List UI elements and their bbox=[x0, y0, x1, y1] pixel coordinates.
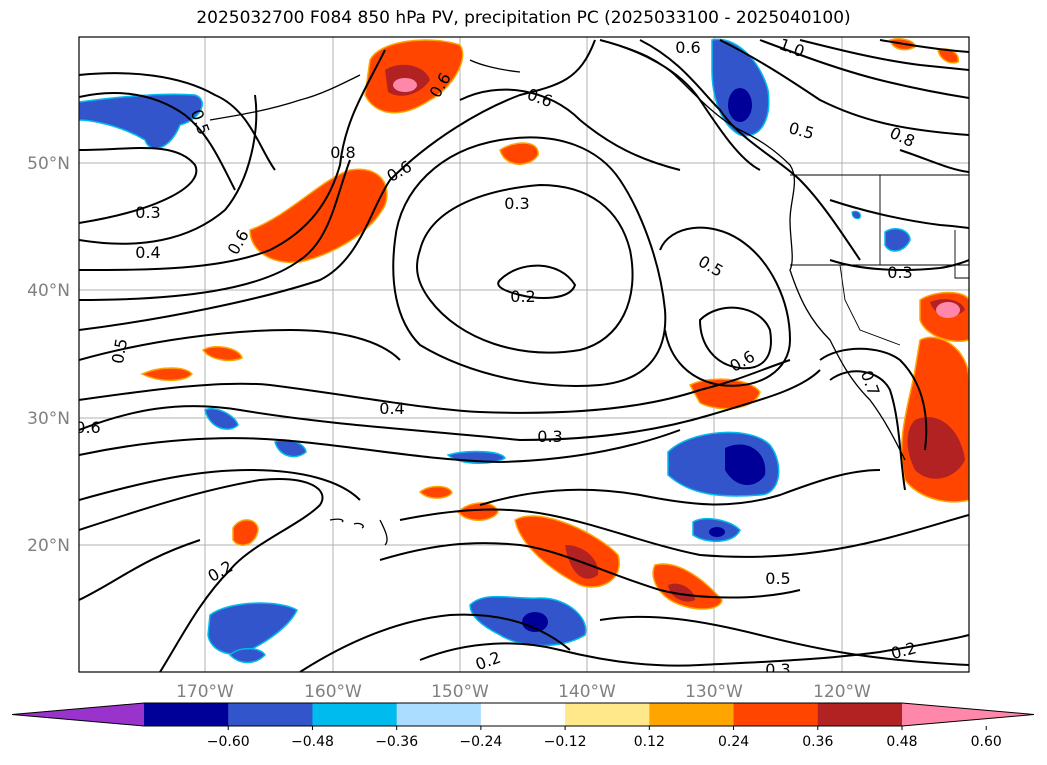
pv-contours bbox=[79, 39, 969, 672]
colorbar-segment bbox=[817, 703, 903, 726]
contour-label: 0.3 bbox=[887, 263, 912, 282]
contour-label: 0.8 bbox=[330, 143, 355, 162]
colorbar-segment bbox=[649, 703, 735, 726]
contour-label: 0.5 bbox=[108, 337, 131, 365]
map-frame bbox=[78, 36, 970, 673]
contour-label: 0.6 bbox=[675, 38, 700, 57]
colorbar-tick-label: 0.60 bbox=[971, 734, 1002, 750]
colorbar: −0.60 −0.48 −0.36 −0.24 −0.12 0.12 0.24 0.36 0.4… bbox=[11, 702, 1035, 750]
colorbar-tick-label: −0.36 bbox=[375, 734, 418, 750]
lon-label: 130°W bbox=[685, 682, 743, 702]
colorbar-tick-label: −0.60 bbox=[207, 734, 250, 750]
contour-label: 0.3 bbox=[765, 660, 790, 679]
coastlines bbox=[209, 39, 906, 546]
contour-label: 0.6 bbox=[75, 418, 100, 437]
colorbar-outline bbox=[11, 702, 1035, 727]
chart-title: 2025032700 F084 850 hPa PV, precipitatio… bbox=[196, 8, 851, 28]
lat-label: 40°N bbox=[27, 281, 70, 301]
colorbar-extension-high bbox=[902, 703, 1034, 726]
colorbar-tick-label: 0.24 bbox=[718, 734, 749, 750]
colorbar-segment bbox=[312, 703, 398, 726]
colorbar-tick-label: 0.48 bbox=[886, 734, 917, 750]
colorbar-segment bbox=[144, 703, 229, 726]
lat-labels: 50°N 40°N 30°N 20°N bbox=[27, 154, 70, 556]
lat-label: 20°N bbox=[27, 536, 70, 556]
colorbar-segment bbox=[733, 703, 819, 726]
contour-label: 0.3 bbox=[135, 203, 160, 222]
lon-labels: 170°W 160°W 150°W 140°W 130°W 120°W bbox=[176, 682, 871, 702]
colorbar-segment bbox=[565, 703, 650, 726]
borders bbox=[790, 174, 969, 346]
colorbar-tick-label: −0.24 bbox=[459, 734, 502, 750]
contour-label: 0.2 bbox=[510, 287, 535, 306]
colorbar-tick-label: 0.36 bbox=[802, 734, 833, 750]
colorbar-segment bbox=[396, 703, 482, 726]
lat-label: 30°N bbox=[27, 409, 70, 429]
contour-label: 0.3 bbox=[504, 194, 529, 213]
contour-label: 0.3 bbox=[537, 427, 562, 446]
lon-label: 120°W bbox=[813, 682, 871, 702]
colorbar-segment bbox=[480, 703, 566, 726]
colorbar-tick-label: −0.48 bbox=[291, 734, 334, 750]
contour-label: 0.5 bbox=[765, 569, 790, 588]
precip-shading bbox=[79, 38, 969, 664]
colorbar-extension-low bbox=[12, 703, 144, 726]
lon-label: 170°W bbox=[176, 682, 234, 702]
contour-label: 0.4 bbox=[379, 399, 404, 418]
lon-label: 140°W bbox=[558, 682, 616, 702]
contour-label: 0.4 bbox=[135, 243, 160, 262]
lon-label: 150°W bbox=[431, 682, 489, 702]
colorbar-segment bbox=[228, 703, 313, 726]
colorbar-tick-label: 0.12 bbox=[634, 734, 665, 750]
colorbar-tick-label: −0.12 bbox=[544, 734, 587, 750]
lon-label: 160°W bbox=[304, 682, 362, 702]
lat-label: 50°N bbox=[27, 154, 70, 174]
